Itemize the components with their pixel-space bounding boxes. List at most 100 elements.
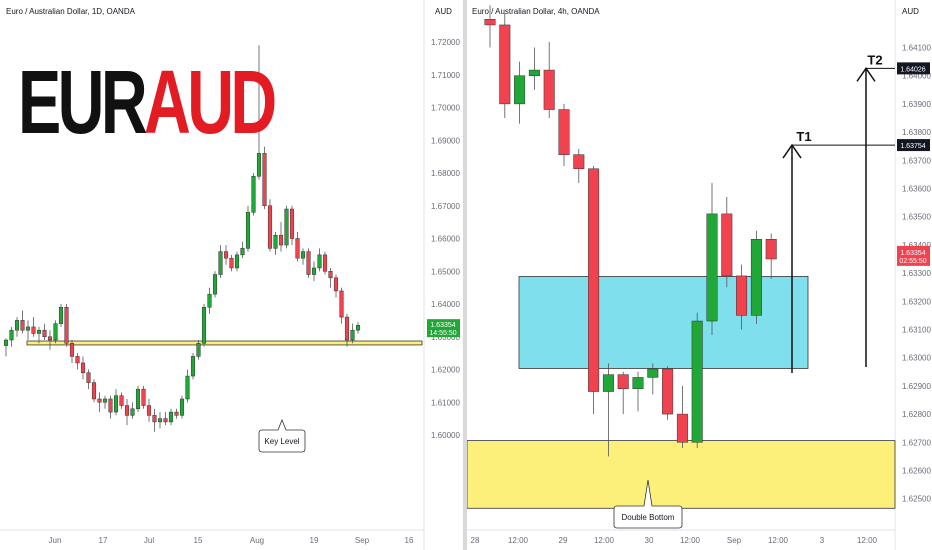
- four-hour-last-price-tag: [897, 245, 930, 266]
- double-bottom-zone: [467, 440, 896, 509]
- four-hour-y-tick-label: 1.62600: [902, 467, 931, 476]
- daily-y-tick-label: 1.72000: [431, 38, 460, 47]
- four-hour-y-tick-label: 1.62800: [902, 410, 931, 419]
- daily-candle-body: [157, 418, 163, 423]
- four-hour-candle-body: [662, 368, 674, 415]
- daily-candle-body: [284, 208, 289, 246]
- daily-candle-body: [102, 398, 108, 403]
- demand-zone: [518, 276, 809, 369]
- daily-candle-body: [97, 398, 102, 403]
- daily-last-price-tag: [427, 319, 460, 338]
- daily-candle-body: [91, 382, 97, 400]
- target-1-price-tag: [897, 139, 930, 152]
- daily-y-tick-label: 1.69000: [431, 136, 460, 145]
- key-level-callout-box: [258, 418, 306, 453]
- daily-candle-body: [86, 372, 91, 383]
- daily-y-tick-label: 1.70000: [431, 104, 460, 113]
- daily-last-price: 1.63354: [430, 322, 455, 329]
- four-hour-x-tick-label: 3: [820, 536, 825, 545]
- daily-candle-body: [317, 254, 322, 269]
- daily-chart-panel[interactable]: Euro / Australian Dollar, 1D, OANDA AUD …: [0, 0, 463, 550]
- four-hour-candle-body: [558, 109, 570, 155]
- four-hour-y-tick-label: 1.64100: [902, 44, 931, 53]
- daily-candle-body: [174, 411, 179, 416]
- four-hour-candle-body: [765, 239, 777, 260]
- four-hour-candle-body: [499, 24, 511, 105]
- daily-candle-body: [207, 293, 212, 308]
- four-hour-y-tick-label: 1.62500: [902, 495, 931, 504]
- panel-divider[interactable]: [463, 0, 467, 550]
- daily-candle-body: [163, 418, 168, 423]
- daily-candle-body: [295, 238, 300, 259]
- daily-candle-body: [196, 343, 201, 357]
- daily-y-tick-label: 1.65000: [431, 267, 460, 276]
- daily-x-tick-label: Sep: [355, 536, 370, 545]
- daily-candle-body: [350, 329, 355, 341]
- four-hour-candle-body: [691, 320, 703, 443]
- daily-candle-body: [333, 277, 339, 292]
- daily-candle-body: [9, 329, 14, 341]
- four-hour-y-tick-label: 1.63000: [902, 354, 931, 363]
- four-hour-candle-body: [706, 213, 718, 322]
- four-hour-y-tick-label: 1.63400: [902, 241, 931, 250]
- daily-candle-body: [135, 388, 141, 410]
- daily-candle-body: [25, 326, 31, 331]
- four-hour-y-tick-label: 1.63700: [902, 156, 931, 165]
- four-hour-countdown: 02:55:50: [899, 258, 926, 265]
- four-hour-y-tick-label: 1.62700: [902, 438, 931, 447]
- daily-candle-body: [113, 395, 119, 413]
- four-hour-candle-body: [543, 69, 555, 110]
- banner-title-aud: AUD: [144, 53, 277, 153]
- four-hour-x-tick-label: 12:00: [857, 536, 878, 545]
- four-hour-y-tick-label: 1.63100: [902, 326, 931, 335]
- daily-y-tick-label: 1.63000: [431, 333, 460, 342]
- daily-candle-body: [108, 398, 113, 413]
- daily-candle-body: [80, 362, 86, 374]
- four-hour-candle-body: [721, 213, 733, 277]
- four-hour-candle-body: [736, 275, 748, 316]
- daily-candle-body: [64, 307, 69, 344]
- four-hour-x-tick-label: 30: [645, 536, 654, 545]
- double-bottom-label: Double Bottom: [622, 513, 675, 522]
- daily-countdown: 14:55:50: [429, 330, 456, 337]
- four-hour-x-tick-label: 28: [471, 536, 480, 545]
- daily-candle-body: [130, 408, 135, 416]
- daily-x-tick-label: 16: [405, 536, 414, 545]
- daily-x-tick-label: Aug: [250, 536, 264, 545]
- double-bottom-callout-box: [613, 479, 683, 529]
- four-hour-y-tick-label: 1.63500: [902, 213, 931, 222]
- daily-candle-body: [256, 153, 262, 177]
- daily-candle-body: [47, 336, 53, 341]
- daily-candle-body: [339, 290, 344, 318]
- four-hour-candle-body: [647, 368, 659, 378]
- daily-chart-svg[interactable]: 1.72000 1.71000 1.70000 1.69000 1.68000 1.670…: [0, 0, 463, 550]
- banner-title: EURAUD: [18, 58, 277, 148]
- four-hour-last-price: 1.63354: [900, 250, 925, 257]
- daily-candle-body: [262, 153, 267, 207]
- daily-candle-body: [328, 271, 333, 279]
- daily-candle-body: [58, 307, 64, 324]
- four-hour-y-tick-label: 1.63800: [902, 128, 931, 137]
- four-hour-x-tick-label: 29: [559, 536, 568, 545]
- daily-x-tick-label: Jul: [144, 536, 154, 545]
- four-hour-chart-svg[interactable]: 1.64100 1.64000 1.63900 1.63800 1.63700 1.636…: [467, 0, 932, 550]
- target-2-price: 1.64026: [900, 66, 925, 73]
- daily-candle-body: [344, 316, 350, 341]
- daily-y-tick-label: 1.66000: [431, 235, 460, 244]
- daily-candle-body: [212, 274, 218, 295]
- daily-x-tick-label: Jun: [49, 536, 62, 545]
- daily-candle-body: [218, 251, 223, 275]
- daily-candle-body: [240, 248, 245, 256]
- four-hour-y-tick-label: 1.63600: [902, 185, 931, 194]
- daily-candle-body: [267, 205, 273, 249]
- four-hour-x-tick-label: 12:00: [508, 536, 529, 545]
- daily-candle-body: [119, 395, 124, 406]
- four-hour-x-tick-label: 12:00: [594, 536, 615, 545]
- daily-candle-body: [229, 257, 234, 269]
- four-hour-candle-body: [617, 374, 629, 389]
- daily-x-tick-label: 17: [99, 536, 108, 545]
- daily-y-tick-label: 1.68000: [431, 169, 460, 178]
- four-hour-chart-panel[interactable]: Euro / Australian Dollar, 4h, OANDA AUD …: [467, 0, 932, 550]
- four-hour-y-tick-label: 1.63300: [902, 269, 931, 278]
- four-hour-y-tick-label: 1.64000: [902, 72, 931, 81]
